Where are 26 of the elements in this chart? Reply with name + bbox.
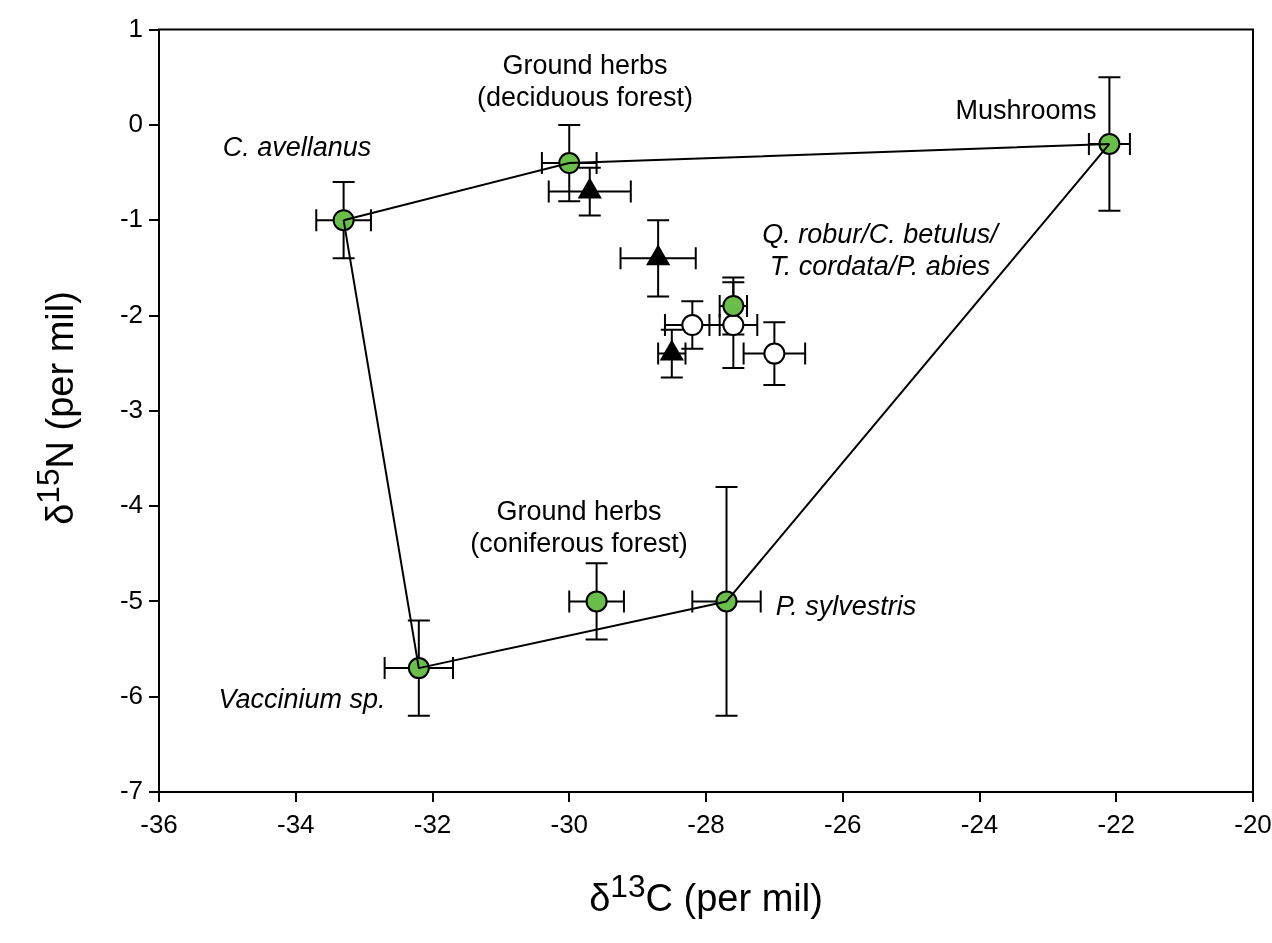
annotation: Q. robur/C. betulus/ T. cordata/P. abies (762, 218, 1001, 281)
x-tick-label: -32 (413, 808, 452, 839)
y-tick-label: -7 (119, 775, 143, 806)
annotation: P. sylvestris (775, 590, 917, 621)
y-tick-label: -2 (119, 298, 143, 329)
annotation: Ground herbs (coniferous forest) (470, 496, 688, 559)
y-tick-label: -5 (119, 584, 143, 615)
x-tick-label: -24 (960, 808, 999, 839)
x-tick-label: -26 (823, 808, 862, 839)
x-tick-label: -28 (687, 808, 725, 839)
x-tick-label: -30 (550, 808, 589, 839)
x-tick-label: -22 (1097, 808, 1136, 839)
annotation: C. avellanus (222, 131, 372, 162)
y-tick-label: 1 (128, 12, 143, 43)
y-tick-label: -1 (119, 203, 143, 234)
x-tick-label: -20 (1234, 808, 1272, 839)
y-tick-label: -4 (119, 489, 143, 520)
annotation: Ground herbs (deciduous forest) (476, 50, 694, 113)
x-tick-label: -36 (140, 808, 178, 839)
x-axis-title: δ$^{13}$C (per mil) (588, 868, 824, 920)
y-tick-label: -6 (119, 679, 143, 710)
annotation: Mushrooms (955, 95, 1097, 126)
y-tick-label: 0 (128, 108, 143, 139)
x-tick-label: -34 (276, 808, 315, 839)
y-tick-label: -3 (119, 393, 143, 424)
annotation: Vaccinium sp. (218, 683, 386, 714)
